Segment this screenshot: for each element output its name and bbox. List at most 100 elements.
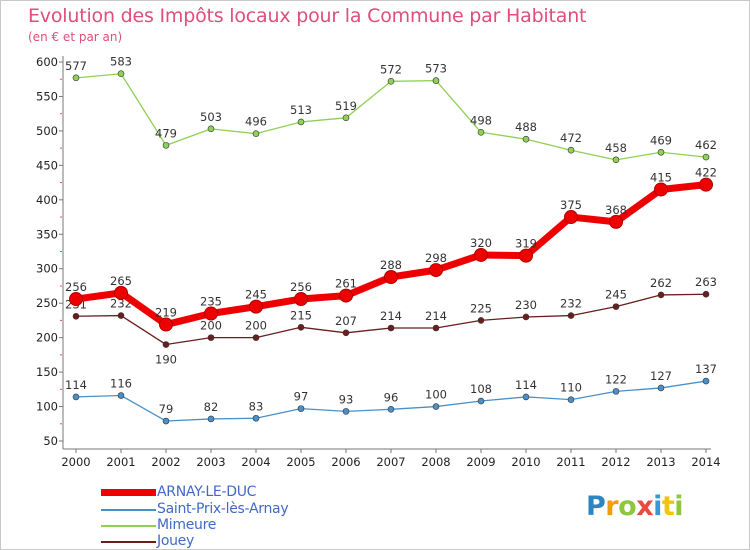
data-label: 122 [605, 372, 627, 386]
x-tick-label: 2000 [61, 455, 90, 469]
data-label: 83 [249, 399, 264, 413]
data-point [252, 130, 260, 137]
data-point [384, 269, 398, 284]
data-point [474, 247, 488, 262]
data-label: 110 [560, 381, 582, 395]
data-point [477, 397, 485, 405]
data-label: 498 [470, 113, 492, 127]
data-label: 114 [65, 378, 87, 392]
legend-swatch [101, 489, 156, 496]
data-point [162, 341, 170, 348]
data-label: 230 [515, 298, 537, 312]
data-label: 108 [470, 382, 492, 396]
x-tick-label: 2010 [511, 455, 540, 469]
data-point [117, 70, 125, 78]
data-point [207, 334, 215, 341]
data-label: 215 [290, 308, 312, 322]
data-label: 519 [335, 99, 357, 113]
data-point [612, 303, 620, 310]
x-tick-label: 2002 [151, 455, 180, 469]
logo-letter: r [605, 491, 619, 522]
data-label: 496 [245, 115, 267, 129]
x-tick-label: 2014 [691, 455, 720, 469]
data-point [252, 414, 260, 422]
legend-label: ARNAY-LE-DUC [157, 484, 257, 500]
data-point [342, 408, 350, 415]
data-point [387, 406, 395, 413]
y-tick-label: 400 [36, 193, 58, 207]
data-point [432, 403, 440, 410]
x-tick-label: 2013 [646, 455, 675, 469]
x-tick-label: 2011 [556, 455, 585, 469]
data-point [657, 148, 665, 156]
y-tick-label: 100 [36, 400, 58, 414]
logo-letter: t [661, 491, 675, 522]
data-point [657, 291, 665, 299]
data-label: 368 [605, 203, 627, 217]
data-point [69, 292, 83, 307]
data-label: 232 [560, 297, 582, 311]
legend-swatch [101, 541, 156, 543]
data-label: 127 [650, 369, 672, 383]
data-label: 503 [200, 110, 222, 124]
data-point [702, 153, 710, 161]
data-label: 262 [650, 276, 672, 290]
data-point [477, 128, 485, 136]
data-label: 256 [290, 280, 312, 294]
data-label: 256 [65, 280, 87, 294]
data-point [252, 334, 260, 341]
data-label: 261 [335, 277, 357, 291]
data-label: 375 [560, 198, 582, 212]
data-label: 479 [155, 126, 177, 140]
data-label: 190 [155, 353, 177, 367]
legend-label: Saint-Prix-lès-Arnay [157, 501, 289, 517]
data-point [207, 415, 215, 423]
data-label: 214 [425, 309, 447, 323]
data-label: 573 [425, 62, 447, 76]
data-label: 207 [335, 314, 357, 328]
data-point [249, 299, 263, 314]
y-tick-label: 50 [43, 434, 58, 448]
data-label: 235 [200, 295, 222, 309]
logo-letter: i [653, 491, 662, 522]
x-tick-label: 2008 [421, 455, 450, 469]
data-label: 225 [470, 301, 492, 315]
data-point [72, 74, 80, 82]
x-tick-label: 2001 [106, 455, 135, 469]
data-label: 583 [110, 55, 132, 69]
data-label: 96 [384, 390, 399, 404]
data-label: 82 [204, 400, 219, 414]
chart-title: Evolution des Impôts locaux pour la Comm… [28, 5, 587, 27]
data-point [432, 324, 440, 332]
legend-swatch [101, 525, 156, 527]
data-label: 116 [110, 377, 132, 391]
data-label: 200 [245, 319, 267, 333]
data-point [387, 77, 395, 85]
data-point [564, 210, 578, 225]
data-label: 219 [155, 306, 177, 320]
data-point [117, 312, 125, 319]
data-label: 469 [650, 133, 672, 147]
data-label: 458 [605, 141, 627, 155]
data-point [612, 156, 620, 164]
x-tick-label: 2007 [376, 455, 405, 469]
data-point [522, 313, 530, 321]
data-point [162, 417, 170, 425]
y-tick-label: 350 [36, 227, 58, 241]
logo-letter: o [618, 491, 637, 522]
data-label: 319 [515, 237, 537, 251]
data-label: 100 [425, 388, 447, 402]
data-point [159, 317, 173, 332]
data-label: 114 [515, 378, 537, 392]
data-point [72, 312, 80, 320]
y-tick-label: 550 [36, 89, 58, 103]
data-point [117, 392, 125, 399]
data-label: 93 [339, 392, 354, 406]
data-point [342, 329, 350, 337]
y-tick-label: 300 [36, 262, 58, 276]
data-point [432, 77, 440, 84]
data-point [612, 388, 620, 395]
data-point [342, 114, 350, 122]
data-point [477, 317, 485, 324]
